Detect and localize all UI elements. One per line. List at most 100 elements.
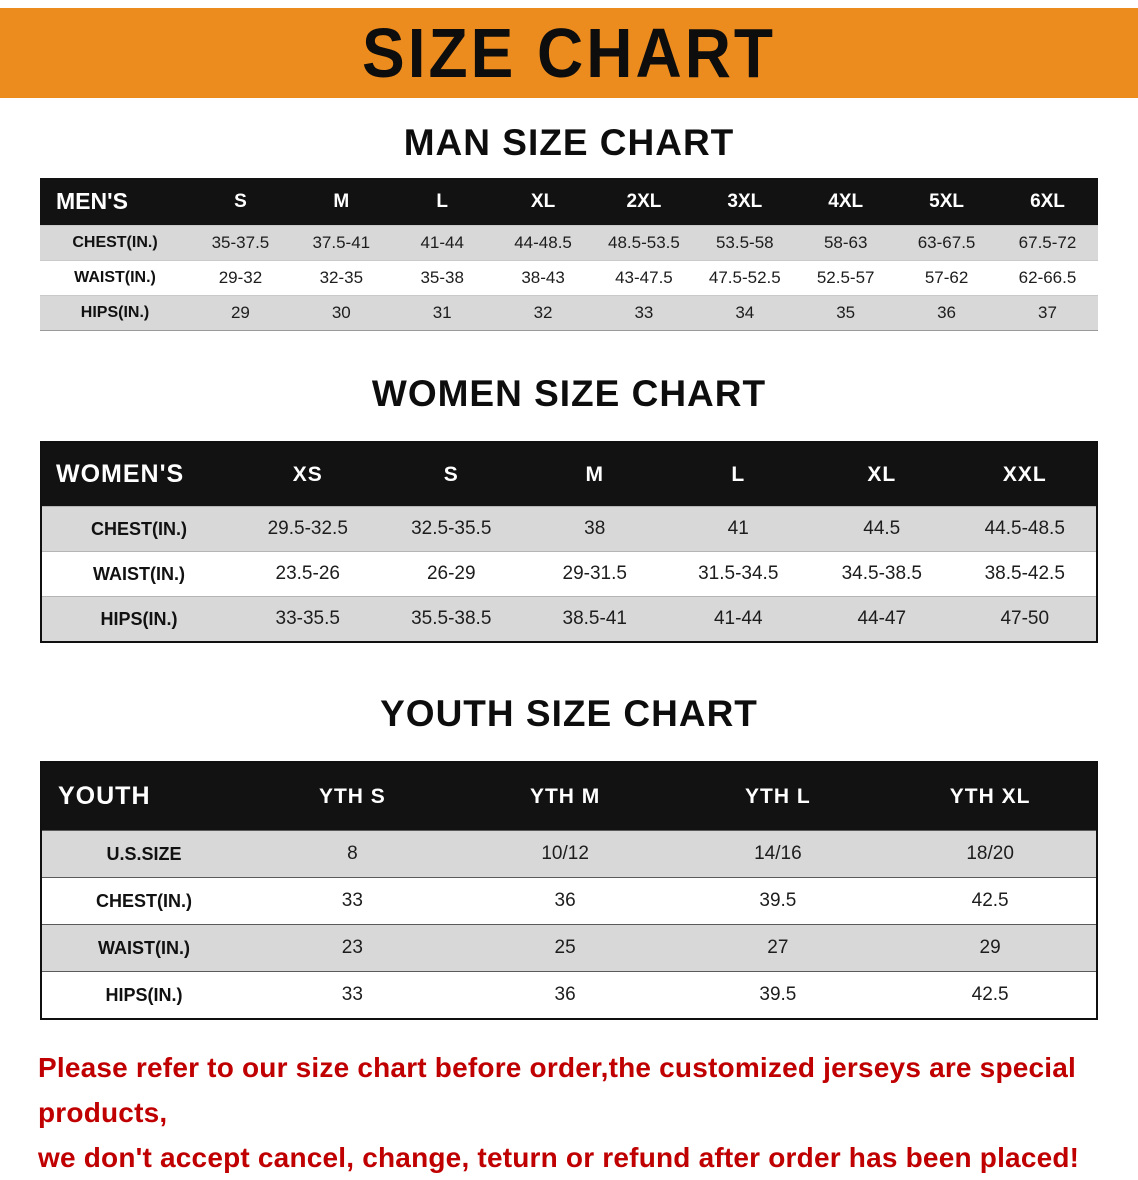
row-label: WAIST(IN.) (93, 563, 185, 584)
size-value-cell: 63-67.5 (917, 233, 976, 252)
size-value-cell: 44.5 (863, 518, 901, 539)
order-notice: Please refer to our size chart before or… (0, 1046, 1138, 1180)
table-row: WAIST(IN.) 23.5-26 26-29 29-31.5 31.5-34.5 34… (41, 551, 1097, 597)
size-value-cell: 36 (937, 303, 957, 322)
size-value-cell: 36 (554, 984, 576, 1005)
table-row: U.S.SIZE 8 10/12 14/16 18/20 (41, 830, 1097, 878)
size-column-header: M (523, 442, 667, 507)
size-value-cell: 30 (331, 303, 351, 322)
table-header-row: WOMEN'S XS S M L XL XXL (41, 442, 1097, 507)
size-value-cell: 43-47.5 (615, 268, 673, 287)
size-value-cell: 38.5-41 (562, 608, 627, 629)
size-column-header: YTH S (246, 762, 459, 831)
size-column-header: S (379, 442, 523, 507)
size-value-cell: 34 (735, 303, 755, 322)
size-value-cell: 44-47 (857, 608, 907, 629)
size-value-cell: 48.5-53.5 (608, 233, 680, 252)
women-size-table: WOMEN'S XS S M L XL XXL CHEST(IN.) 29.5-32.5 32.5… (40, 441, 1098, 643)
size-value-cell: 62-66.5 (1018, 268, 1077, 287)
size-value-cell: 39.5 (759, 890, 797, 911)
row-label: HIPS(IN.) (80, 304, 150, 321)
size-column-header: XL (492, 178, 594, 226)
size-value-cell: 37.5-41 (312, 233, 371, 252)
size-value-cell: 8 (347, 843, 358, 864)
size-value-cell: 44-48.5 (514, 233, 572, 252)
table-header-row: MEN'S S M L XL 2XL 3XL 4XL 5XL 6XL (40, 178, 1098, 226)
youth-section: YOUTH SIZE CHART YOUTH YTH S YTH M YTH L YTH… (0, 693, 1138, 1020)
size-chart-page: SIZE CHART MAN SIZE CHART MEN'S S M L XL 2XL 3… (0, 8, 1138, 1173)
size-column-header: M (290, 178, 392, 226)
size-value-cell: 35-38 (420, 268, 464, 287)
size-column-header: XXL (953, 442, 1097, 507)
size-column-header: L (391, 178, 493, 226)
size-value-cell: 33 (341, 890, 363, 911)
size-column-header: YTH M (458, 762, 672, 831)
size-column-header: YTH XL (884, 762, 1097, 831)
size-value-cell: 34.5-38.5 (841, 563, 922, 584)
row-label: CHEST(IN.) (96, 890, 192, 911)
size-value-cell: 18/20 (966, 843, 1014, 864)
size-column-header: L (666, 442, 810, 507)
size-value-cell: 32-35 (319, 268, 364, 287)
table-row: CHEST(IN.) 29.5-32.5 32.5-35.5 38 41 44.5 44.5… (41, 506, 1097, 552)
size-value-cell: 23 (341, 937, 363, 958)
size-value-cell: 52.5-57 (816, 268, 875, 287)
row-label: WAIST(IN.) (98, 937, 190, 958)
size-value-cell: 38 (584, 518, 606, 539)
men-section-heading: MAN SIZE CHART (403, 122, 735, 163)
size-value-cell: 29.5-32.5 (267, 518, 348, 539)
size-value-cell: 41 (727, 518, 749, 539)
size-value-cell: 27 (767, 937, 789, 958)
size-value-cell: 44.5-48.5 (984, 518, 1065, 539)
size-column-header: 2XL (593, 178, 695, 226)
table-row: CHEST(IN.) 33 36 39.5 42.5 (41, 877, 1097, 925)
table-row: CHEST(IN.) 35-37.5 37.5-41 41-44 44-48.5 48.5… (40, 225, 1098, 261)
size-value-cell: 67.5-72 (1018, 233, 1077, 252)
size-value-cell: 42.5 (971, 890, 1009, 911)
size-value-cell: 14/16 (754, 843, 802, 864)
banner-title: SIZE CHART (362, 14, 776, 92)
size-value-cell: 32 (533, 303, 553, 322)
size-column-header: 5XL (896, 178, 997, 226)
row-label: CHEST(IN.) (91, 518, 187, 539)
men-section: MAN SIZE CHART MEN'S S M L XL 2XL 3XL 4XL 5XL 6XL… (0, 122, 1138, 331)
notice-line-1: Please refer to our size chart before or… (38, 1052, 1077, 1128)
size-column-header: YTH L (671, 762, 885, 831)
size-value-cell: 41-44 (713, 608, 763, 629)
size-value-cell: 53.5-58 (715, 233, 774, 252)
table-corner-label: MEN'S (40, 178, 190, 226)
size-value-cell: 38.5-42.5 (984, 563, 1065, 584)
size-column-header: XL (810, 442, 954, 507)
size-column-header: 4XL (795, 178, 897, 226)
row-label: HIPS(IN.) (100, 608, 178, 629)
banner: SIZE CHART (0, 8, 1138, 98)
size-value-cell: 10/12 (541, 843, 589, 864)
table-corner-label: YOUTH (41, 762, 246, 831)
size-value-cell: 29 (979, 937, 1001, 958)
size-value-cell: 42.5 (971, 984, 1009, 1005)
size-column-header: S (190, 178, 291, 226)
table-corner-label: WOMEN'S (41, 442, 236, 507)
size-column-header: XS (236, 442, 380, 507)
size-value-cell: 23.5-26 (275, 563, 340, 584)
row-label: WAIST(IN.) (74, 269, 156, 286)
table-row: HIPS(IN.) 33-35.5 35.5-38.5 38.5-41 41-44 44-… (41, 596, 1097, 642)
women-section: WOMEN SIZE CHART WOMEN'S XS S M L XL XXL CHEST(… (0, 373, 1138, 643)
table-row: HIPS(IN.) 29 30 31 32 33 34 35 36 37 (40, 295, 1098, 331)
table-header-row: YOUTH YTH S YTH M YTH L YTH XL (41, 762, 1097, 831)
size-value-cell: 33 (634, 303, 654, 322)
row-label: U.S.SIZE (106, 843, 182, 864)
notice-line-2: we don't accept cancel, change, teturn o… (38, 1141, 1080, 1173)
size-value-cell: 58-63 (823, 233, 868, 252)
size-value-cell: 33 (341, 984, 363, 1005)
size-value-cell: 29 (230, 303, 250, 322)
youth-section-heading: YOUTH SIZE CHART (380, 693, 758, 734)
size-column-header: 6XL (997, 178, 1098, 226)
size-value-cell: 35-37.5 (211, 233, 270, 252)
size-value-cell: 57-62 (924, 268, 969, 287)
size-value-cell: 32.5-35.5 (411, 518, 492, 539)
table-row: WAIST(IN.) 23 25 27 29 (41, 924, 1097, 972)
size-value-cell: 47.5-52.5 (708, 268, 781, 287)
size-value-cell: 36 (554, 890, 576, 911)
men-size-table: MEN'S S M L XL 2XL 3XL 4XL 5XL 6XL CHEST(IN.) 35-37… (40, 178, 1098, 331)
